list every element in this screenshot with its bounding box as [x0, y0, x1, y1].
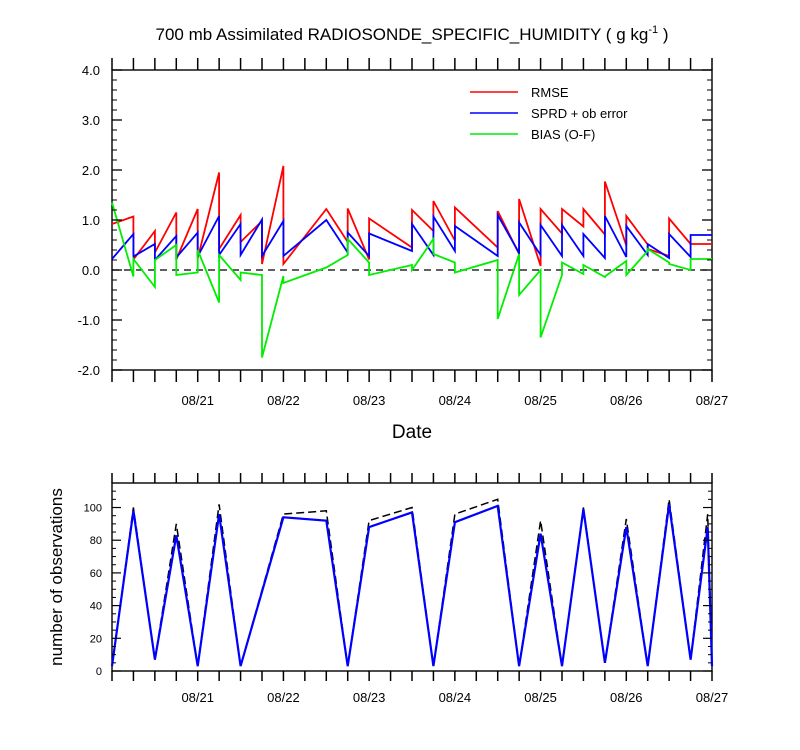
- obs-x-tick-label: 08/24: [439, 690, 472, 705]
- legend-label-bias: BIAS (O-F): [531, 127, 595, 142]
- y-axis-title-observations: number of observations: [47, 488, 66, 666]
- obs-x-tick-label: 08/27: [696, 690, 729, 705]
- legend: RMSE SPRD + ob error BIAS (O-F): [470, 85, 628, 142]
- x-tick-label: 08/26: [610, 393, 643, 408]
- legend-label-sprd: SPRD + ob error: [531, 106, 628, 121]
- x-tick-label: 08/23: [353, 393, 386, 408]
- obs-x-tick-label: 08/26: [610, 690, 643, 705]
- y-tick-label: 0.0: [82, 263, 100, 278]
- obs-y-tick-label: 80: [90, 535, 102, 547]
- series-line-bias-o-f: [111, 202, 712, 358]
- obs-y-tick-label: 100: [84, 503, 102, 515]
- obs-x-tick-label: 08/23: [353, 690, 386, 705]
- x-tick-label: 08/21: [181, 393, 214, 408]
- x-tick-label: 08/24: [439, 393, 472, 408]
- chart-title: 700 mb Assimilated RADIOSONDE_SPECIFIC_H…: [156, 24, 669, 44]
- obs-x-tick-label: 08/22: [267, 690, 300, 705]
- obs-line-assimilated: [110, 504, 714, 667]
- x-tick-label: 08/27: [696, 393, 729, 408]
- obs-y-tick-label: 20: [90, 633, 102, 645]
- obs-y-tick-label: 40: [90, 601, 102, 613]
- x-tick-label: 08/25: [524, 393, 557, 408]
- obs-x-tick-label: 08/21: [181, 690, 214, 705]
- legend-label-rmse: RMSE: [531, 85, 569, 100]
- obs-x-tick-label: 08/25: [524, 690, 557, 705]
- y-tick-label: 1.0: [82, 213, 100, 228]
- obs-y-tick-label: 0: [96, 666, 102, 678]
- y-tick-label: 3.0: [82, 113, 100, 128]
- x-tick-label: 08/22: [267, 393, 300, 408]
- obs-y-tick-label: 60: [90, 568, 102, 580]
- y-tick-label: -1.0: [78, 313, 100, 328]
- x-axis-title: Date: [392, 422, 432, 443]
- y-tick-label: 4.0: [82, 63, 100, 78]
- y-tick-label: 2.0: [82, 163, 100, 178]
- y-tick-label: -2.0: [78, 363, 100, 378]
